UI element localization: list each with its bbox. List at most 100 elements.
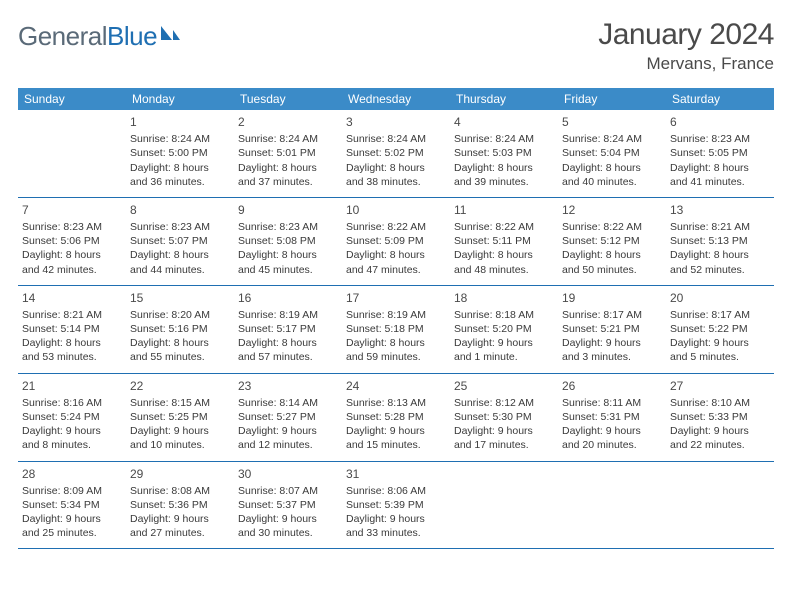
daylight-text: and 39 minutes.: [454, 175, 554, 189]
dow-thursday: Thursday: [450, 88, 558, 110]
sunrise-text: Sunrise: 8:23 AM: [130, 220, 230, 234]
day-cell: 26Sunrise: 8:11 AMSunset: 5:31 PMDayligh…: [558, 373, 666, 461]
day-number: 13: [670, 202, 770, 218]
daylight-text: and 47 minutes.: [346, 263, 446, 277]
day-cell: 8Sunrise: 8:23 AMSunset: 5:07 PMDaylight…: [126, 197, 234, 285]
daylight-text: and 59 minutes.: [346, 350, 446, 364]
sunrise-text: Sunrise: 8:13 AM: [346, 396, 446, 410]
day-cell: 14Sunrise: 8:21 AMSunset: 5:14 PMDayligh…: [18, 285, 126, 373]
day-number: 10: [346, 202, 446, 218]
sail-icon: [159, 18, 181, 49]
daylight-text: Daylight: 8 hours: [130, 161, 230, 175]
daylight-text: and 33 minutes.: [346, 526, 446, 540]
day-cell: 17Sunrise: 8:19 AMSunset: 5:18 PMDayligh…: [342, 285, 450, 373]
month-title: January 2024: [598, 18, 774, 52]
daylight-text: Daylight: 9 hours: [238, 424, 338, 438]
sunrise-text: Sunrise: 8:12 AM: [454, 396, 554, 410]
sunrise-text: Sunrise: 8:23 AM: [22, 220, 122, 234]
daylight-text: Daylight: 8 hours: [346, 248, 446, 262]
daylight-text: and 50 minutes.: [562, 263, 662, 277]
dow-monday: Monday: [126, 88, 234, 110]
daylight-text: Daylight: 9 hours: [22, 424, 122, 438]
dow-saturday: Saturday: [666, 88, 774, 110]
daylight-text: Daylight: 9 hours: [670, 336, 770, 350]
daylight-text: and 52 minutes.: [670, 263, 770, 277]
page-header: GeneralBlue January 2024 Mervans, France: [18, 18, 774, 74]
sunset-text: Sunset: 5:03 PM: [454, 146, 554, 160]
sunrise-text: Sunrise: 8:16 AM: [22, 396, 122, 410]
day-number: 11: [454, 202, 554, 218]
day-number: 4: [454, 114, 554, 130]
calendar-table: Sunday Monday Tuesday Wednesday Thursday…: [18, 88, 774, 549]
calendar-page: GeneralBlue January 2024 Mervans, France…: [0, 0, 792, 559]
day-cell: 6Sunrise: 8:23 AMSunset: 5:05 PMDaylight…: [666, 110, 774, 197]
week-row: 21Sunrise: 8:16 AMSunset: 5:24 PMDayligh…: [18, 373, 774, 461]
day-cell: 1Sunrise: 8:24 AMSunset: 5:00 PMDaylight…: [126, 110, 234, 197]
daylight-text: and 38 minutes.: [346, 175, 446, 189]
daylight-text: Daylight: 8 hours: [238, 248, 338, 262]
daylight-text: Daylight: 8 hours: [130, 248, 230, 262]
location-label: Mervans, France: [598, 54, 774, 74]
day-number: 12: [562, 202, 662, 218]
day-cell: [18, 110, 126, 197]
day-number: 3: [346, 114, 446, 130]
sunrise-text: Sunrise: 8:22 AM: [562, 220, 662, 234]
dow-sunday: Sunday: [18, 88, 126, 110]
daylight-text: and 25 minutes.: [22, 526, 122, 540]
sunset-text: Sunset: 5:08 PM: [238, 234, 338, 248]
day-cell: 11Sunrise: 8:22 AMSunset: 5:11 PMDayligh…: [450, 197, 558, 285]
daylight-text: and 3 minutes.: [562, 350, 662, 364]
day-cell: 13Sunrise: 8:21 AMSunset: 5:13 PMDayligh…: [666, 197, 774, 285]
sunset-text: Sunset: 5:04 PM: [562, 146, 662, 160]
sunset-text: Sunset: 5:28 PM: [346, 410, 446, 424]
sunset-text: Sunset: 5:05 PM: [670, 146, 770, 160]
day-number: 14: [22, 290, 122, 306]
week-row: 1Sunrise: 8:24 AMSunset: 5:00 PMDaylight…: [18, 110, 774, 197]
sunrise-text: Sunrise: 8:17 AM: [670, 308, 770, 322]
daylight-text: Daylight: 9 hours: [562, 424, 662, 438]
day-cell: 9Sunrise: 8:23 AMSunset: 5:08 PMDaylight…: [234, 197, 342, 285]
day-number: 8: [130, 202, 230, 218]
daylight-text: Daylight: 8 hours: [22, 248, 122, 262]
day-number: 1: [130, 114, 230, 130]
daylight-text: Daylight: 8 hours: [562, 161, 662, 175]
day-cell: 18Sunrise: 8:18 AMSunset: 5:20 PMDayligh…: [450, 285, 558, 373]
day-cell: 24Sunrise: 8:13 AMSunset: 5:28 PMDayligh…: [342, 373, 450, 461]
sunset-text: Sunset: 5:36 PM: [130, 498, 230, 512]
day-cell: 28Sunrise: 8:09 AMSunset: 5:34 PMDayligh…: [18, 461, 126, 549]
sunrise-text: Sunrise: 8:24 AM: [346, 132, 446, 146]
sunrise-text: Sunrise: 8:23 AM: [670, 132, 770, 146]
daylight-text: and 36 minutes.: [130, 175, 230, 189]
day-number: 28: [22, 466, 122, 482]
daylight-text: and 44 minutes.: [130, 263, 230, 277]
sunrise-text: Sunrise: 8:18 AM: [454, 308, 554, 322]
daylight-text: and 17 minutes.: [454, 438, 554, 452]
daylight-text: and 15 minutes.: [346, 438, 446, 452]
daylight-text: and 1 minute.: [454, 350, 554, 364]
sunset-text: Sunset: 5:34 PM: [22, 498, 122, 512]
day-cell: 7Sunrise: 8:23 AMSunset: 5:06 PMDaylight…: [18, 197, 126, 285]
daylight-text: and 12 minutes.: [238, 438, 338, 452]
day-cell: [666, 461, 774, 549]
daylight-text: and 40 minutes.: [562, 175, 662, 189]
day-of-week-row: Sunday Monday Tuesday Wednesday Thursday…: [18, 88, 774, 110]
day-number: 15: [130, 290, 230, 306]
daylight-text: Daylight: 8 hours: [130, 336, 230, 350]
day-cell: 2Sunrise: 8:24 AMSunset: 5:01 PMDaylight…: [234, 110, 342, 197]
sunrise-text: Sunrise: 8:10 AM: [670, 396, 770, 410]
daylight-text: Daylight: 9 hours: [22, 512, 122, 526]
day-number: 19: [562, 290, 662, 306]
sunrise-text: Sunrise: 8:21 AM: [670, 220, 770, 234]
sunset-text: Sunset: 5:11 PM: [454, 234, 554, 248]
sunset-text: Sunset: 5:39 PM: [346, 498, 446, 512]
daylight-text: Daylight: 9 hours: [454, 424, 554, 438]
day-number: 26: [562, 378, 662, 394]
day-cell: [558, 461, 666, 549]
day-number: 21: [22, 378, 122, 394]
sunrise-text: Sunrise: 8:24 AM: [238, 132, 338, 146]
daylight-text: Daylight: 8 hours: [346, 161, 446, 175]
sunrise-text: Sunrise: 8:06 AM: [346, 484, 446, 498]
daylight-text: Daylight: 8 hours: [562, 248, 662, 262]
daylight-text: Daylight: 8 hours: [238, 161, 338, 175]
day-number: 5: [562, 114, 662, 130]
